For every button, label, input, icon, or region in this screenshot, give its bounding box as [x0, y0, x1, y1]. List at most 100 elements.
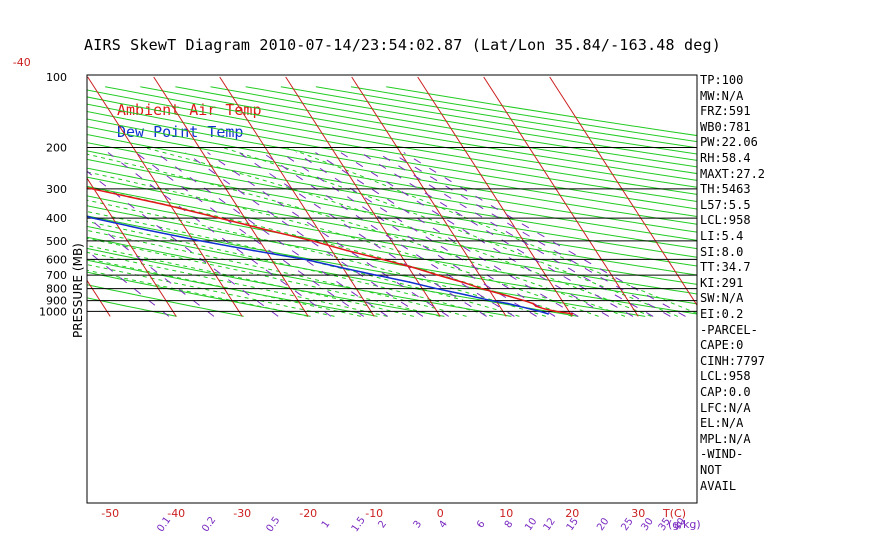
isotherm [153, 76, 309, 317]
moist-adiabat [87, 229, 467, 317]
index-item: TT:34.7 [700, 260, 751, 275]
dry-adiabat [315, 86, 697, 149]
ambient-point [503, 294, 506, 296]
dewpoint-point [436, 287, 438, 290]
mixing-ratio-line [360, 152, 634, 317]
ambient-point [50, 179, 52, 181]
moist-adiabat [87, 153, 626, 317]
dry-adiabat [87, 271, 311, 317]
mixing-ratio-label: 8 [503, 519, 516, 531]
isotherm [417, 76, 573, 317]
dewpoint-point [339, 266, 342, 269]
pressure-tick-label: 800 [46, 283, 67, 296]
index-item: LI:5.4 [700, 229, 744, 243]
pressure-tick-label: 600 [46, 253, 67, 266]
dry-adiabat [87, 215, 646, 317]
mixing-ratio-label: 10 [523, 516, 539, 533]
ambient-point [346, 249, 348, 252]
plot-frame [86, 74, 698, 504]
dry-adiabat [87, 118, 697, 225]
dewpoint-point [199, 240, 201, 242]
isotherm [87, 76, 243, 317]
moist-adiabat [87, 269, 309, 317]
dewpoint-point [518, 305, 520, 308]
mix-axis-label: (g/kg) [668, 518, 701, 531]
dry-adiabat [87, 142, 697, 250]
mixing-ratio-line [107, 152, 332, 317]
mixing-ratio-line [376, 152, 654, 317]
dewpoint-point [507, 302, 509, 305]
mixing-ratio-line [185, 152, 424, 317]
ambient-point [311, 240, 314, 242]
dewpoint-point [490, 299, 493, 302]
moist-adiabat [144, 147, 652, 317]
bottom-temp-tick-label: 20 [565, 507, 579, 520]
index-item: NOT [700, 463, 722, 477]
dry-adiabat [87, 110, 697, 217]
dry-adiabat [87, 205, 697, 315]
bottom-temp-tick-label: -20 [299, 507, 317, 520]
mixing-ratio-line [340, 152, 610, 317]
mixing-ratio-label: 6 [475, 519, 488, 531]
dry-adiabat [87, 195, 697, 305]
y-axis-label: PRESSURE (MB) [71, 243, 85, 338]
dry-adiabat [87, 247, 445, 317]
mixing-ratio-label: 3 [412, 519, 425, 531]
bottom-temp-tick-label: -50 [101, 507, 119, 520]
moist-adiabat [87, 220, 494, 317]
ambient-point [11, 170, 13, 172]
dry-adiabat [140, 86, 697, 181]
ambient-point [461, 281, 464, 283]
pressure-tick-label: 100 [46, 71, 67, 84]
moist-adiabat [87, 258, 362, 317]
dry-adiabat [87, 103, 697, 210]
index-item: KI:291 [700, 275, 744, 290]
index-item: CINH:7797 [700, 353, 766, 368]
ambient-point [437, 274, 439, 276]
mixing-ratio-line [135, 152, 364, 317]
x-axis-label: T(C) [662, 507, 686, 520]
mixing-ratio-line [238, 152, 487, 317]
mixing-ratio-line [87, 216, 215, 317]
dewpoint-point [375, 274, 377, 276]
bottom-temp-tick-label: 10 [499, 507, 513, 520]
index-item: PW:22.06 [700, 135, 758, 150]
index-item: RH:58.4 [700, 151, 751, 165]
isotherm [285, 76, 441, 317]
mixing-ratio-label: 0.2 [200, 515, 218, 534]
ambient-point [555, 310, 557, 313]
mixing-ratio-label: 20 [595, 516, 611, 533]
bottom-temp-tick-label: -40 [167, 507, 185, 520]
legend-ambient-air-temp: Ambient Air Temp [117, 101, 262, 119]
dewpoint-point [252, 249, 254, 252]
ambient-point [163, 203, 165, 206]
index-item: TH:5463 [700, 182, 751, 197]
index-item: -PARCEL- [700, 322, 758, 337]
index-item: CAP:0.0 [700, 385, 751, 399]
mixing-ratio-line [155, 152, 388, 317]
mixing-ratio-label: 4 [437, 519, 450, 531]
dry-adiabat [105, 86, 697, 188]
ambient-point [480, 287, 483, 290]
page-title: AIRS SkewT Diagram 2010-07-14/23:54:02.8… [84, 36, 721, 54]
index-item: WB0:781 [700, 119, 751, 134]
dry-adiabat [87, 185, 697, 295]
dry-adiabat [87, 167, 697, 276]
pressure-tick-label: 400 [46, 212, 67, 225]
bottom-temp-tick-label: 0 [437, 507, 444, 520]
index-item: LCL:958 [700, 369, 751, 384]
ambient-point [543, 308, 545, 310]
index-item: SI:8.0 [700, 244, 744, 259]
isotherm [87, 177, 177, 317]
top-temp-tick-label: -40 [13, 56, 31, 69]
index-item: AVAIL [700, 478, 737, 493]
pressure-tick-label: 200 [46, 142, 67, 155]
index-item: MW:N/A [700, 88, 744, 103]
ambient-point [266, 229, 269, 231]
index-item: FRZ:591 [700, 104, 751, 119]
index-item: LCL:958 [700, 213, 751, 228]
index-item: SW:N/A [700, 291, 744, 306]
dewpoint-point [92, 217, 94, 219]
pressure-tick-label: 500 [46, 235, 67, 248]
